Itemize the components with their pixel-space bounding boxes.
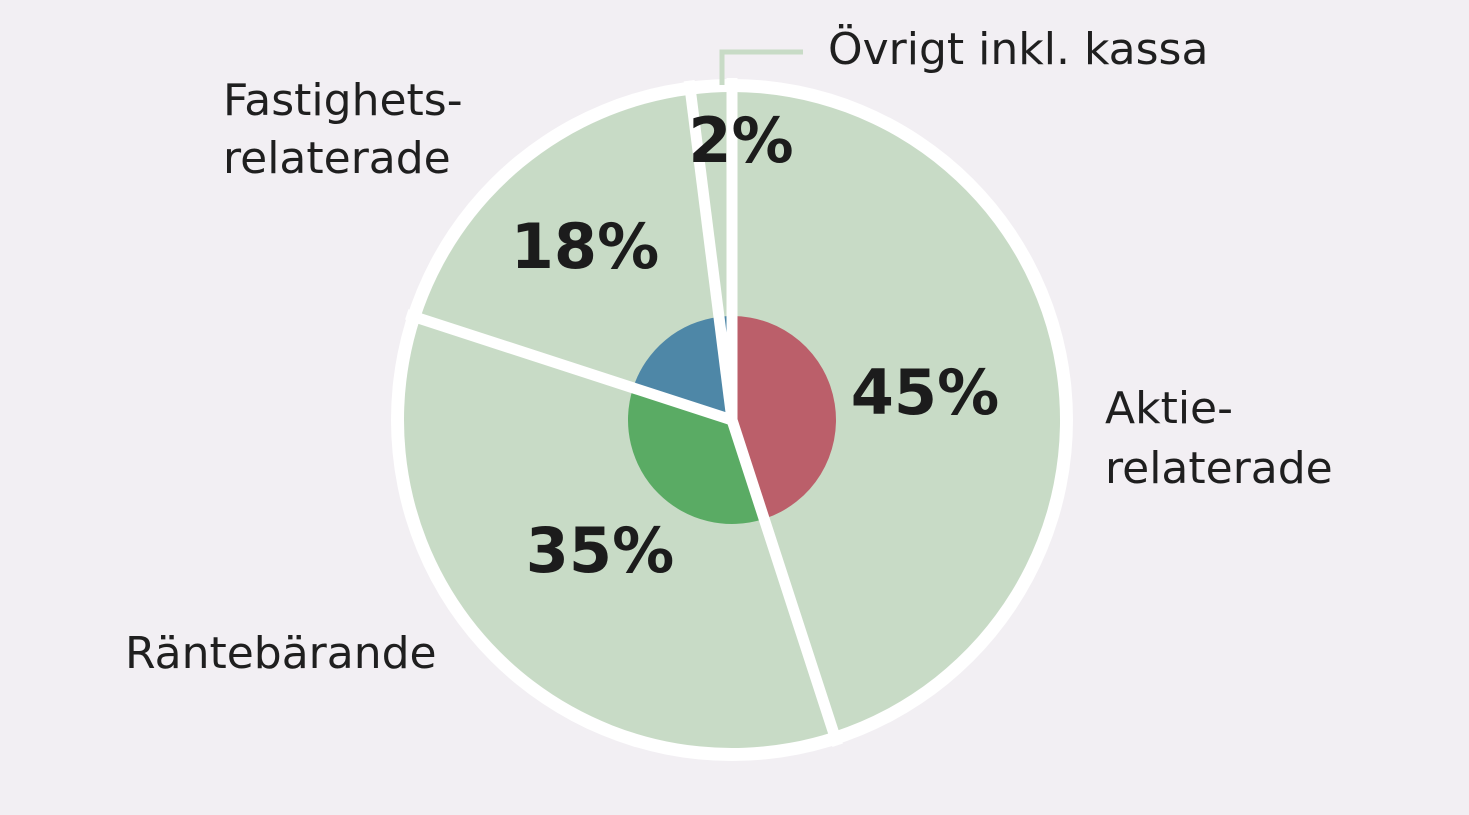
value-label-fastighetsrelaterade: 18% xyxy=(511,210,659,283)
slice-separator-2 xyxy=(726,418,843,747)
category-label-fastighetsrelaterade-line2: relaterade xyxy=(223,133,451,184)
category-label-ovrigt: Övrigt inkl. kassa xyxy=(828,23,1208,75)
inner-slice-aktierelaterade xyxy=(732,316,837,519)
category-label-aktierelaterade-line1: Aktie- xyxy=(1105,383,1233,434)
category-label-aktierelaterade-line2: relaterade xyxy=(1105,443,1333,494)
slice-separator-4 xyxy=(683,80,738,421)
value-label-aktierelaterade: 45% xyxy=(851,356,999,429)
slice-separator-3 xyxy=(405,309,734,426)
category-label-fastighetsrelaterade-line1: Fastighets- xyxy=(223,75,463,126)
slice-separators xyxy=(405,78,843,747)
leader-line xyxy=(719,49,803,85)
category-label-rantebarande: Räntebärande xyxy=(125,628,437,679)
value-label-rantebarande: 35% xyxy=(526,514,674,587)
value-label-ovrigt: 2% xyxy=(688,104,793,177)
pie-slice-aktierelaterade xyxy=(732,92,1061,732)
